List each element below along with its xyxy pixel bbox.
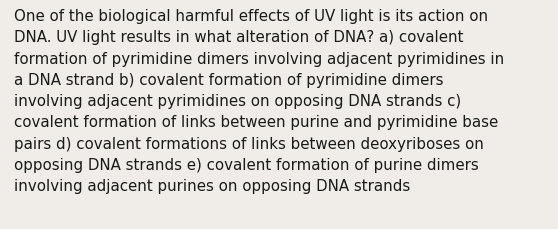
- Text: One of the biological harmful effects of UV light is its action on
DNA. UV light: One of the biological harmful effects of…: [14, 9, 504, 193]
